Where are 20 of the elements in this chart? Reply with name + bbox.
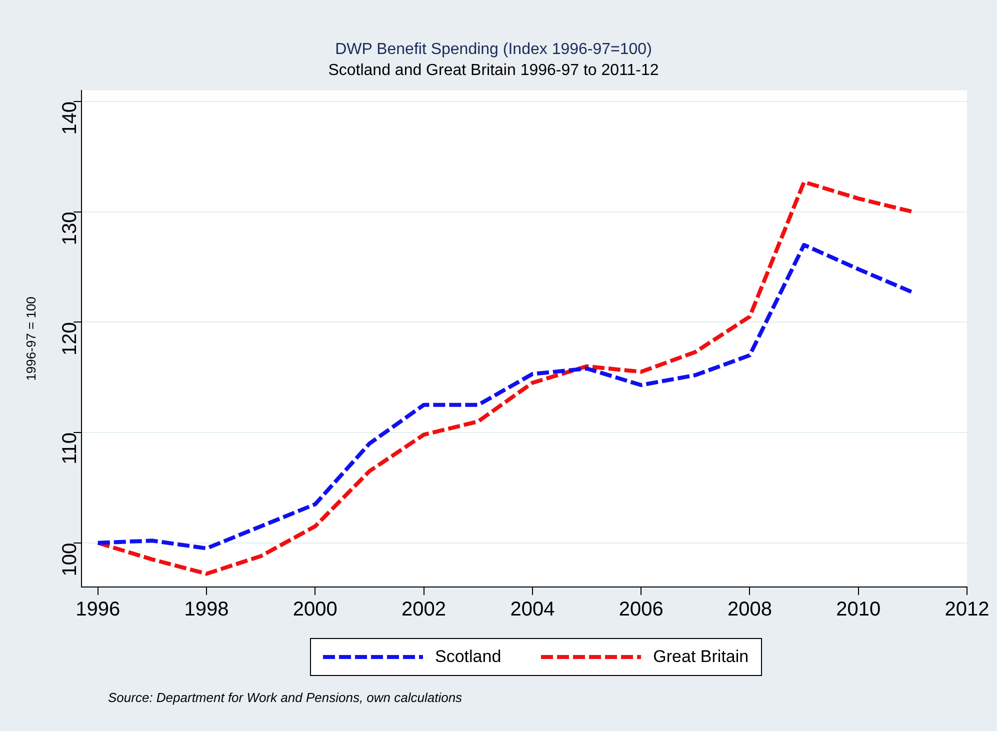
x-tick-label: 2012 [944,598,990,621]
x-tick-label: 2010 [836,598,881,621]
y-tick-label: 130 [59,212,82,246]
x-tick-label: 2008 [727,598,772,621]
y-tick-label: 140 [59,101,82,135]
y-tick-label: 120 [59,322,82,356]
x-tick-label: 2004 [510,598,555,621]
x-tick-label: 2006 [618,598,664,621]
source-note: Source: Department for Work and Pensions, own calculations [108,690,462,705]
x-tick-label: 1996 [76,598,120,621]
legend-label: Great Britain [653,647,749,667]
y-tick-label: 110 [59,432,82,464]
chart-subtitle: Scotland and Great Britain 1996-97 to 2011-12 [328,62,659,80]
y-axis-title: 1996-97 = 100 [23,296,38,381]
x-tick-label: 2000 [292,598,338,621]
x-tick-label: 1998 [184,598,229,621]
y-tick-label: 100 [59,542,82,576]
legend-label: Scotland [435,647,502,667]
chart-title: DWP Benefit Spending (Index 1996-97=100) [335,41,652,58]
x-tick-label: 2002 [402,598,446,621]
